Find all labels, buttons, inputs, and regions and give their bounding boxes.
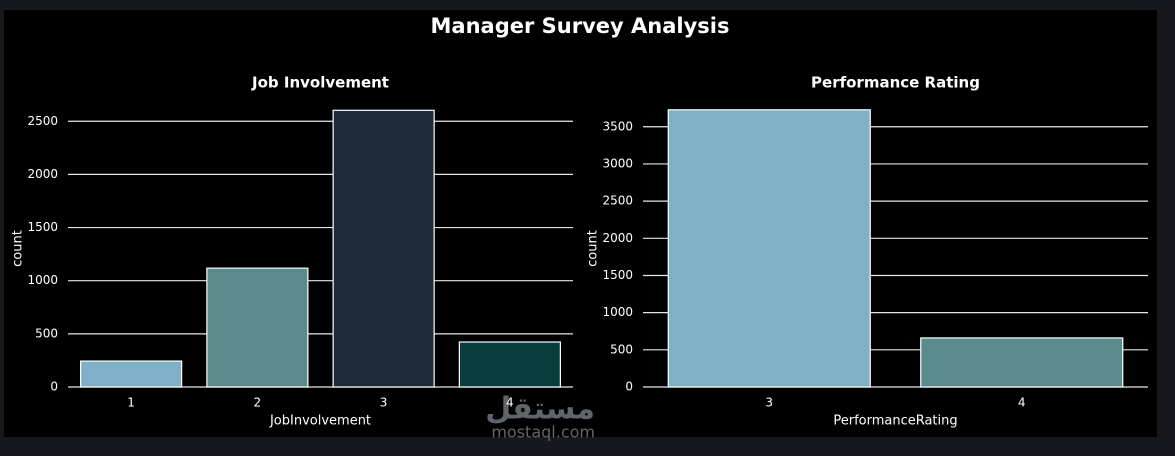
x-tick-label: 3 [380,396,388,410]
y-tick-label: 2000 [27,167,58,181]
y-tick-label: 1000 [27,273,58,287]
x-tick-label: 2 [254,396,262,410]
x-axis-label: JobInvolvement [269,414,371,429]
y-tick-label: 2500 [602,194,633,208]
bar [206,267,309,388]
bar [667,109,871,388]
watermark-arabic: مستقل [485,392,595,427]
page-title: Manager Survey Analysis [431,14,730,38]
x-tick-label: 1 [127,396,135,410]
bar [332,109,435,388]
chart-title: Job Involvement [251,74,389,92]
x-tick-label: 3 [765,396,773,410]
y-tick-label: 3500 [602,119,633,133]
x-axis-label: PerformanceRating [833,414,957,429]
bar [458,341,561,388]
y-tick-label: 1500 [602,268,633,282]
y-tick-label: 2500 [27,114,58,128]
y-tick-label: 1500 [27,220,58,234]
bar [920,337,1124,388]
y-axis-label: count [586,230,601,267]
y-tick-label: 3000 [602,156,633,170]
y-tick-label: 500 [35,326,58,340]
y-tick-label: 0 [50,380,58,394]
x-tick-label: 4 [506,396,514,410]
watermark-latin: mostaql.com [491,423,595,442]
chart-title: Performance Rating [811,74,980,92]
x-tick-label: 4 [1018,396,1026,410]
y-axis-label: count [11,230,26,267]
y-tick-label: 1000 [602,305,633,319]
y-tick-label: 0 [625,380,633,394]
y-tick-label: 2000 [602,231,633,245]
bar [80,360,183,388]
y-tick-label: 500 [610,342,633,356]
